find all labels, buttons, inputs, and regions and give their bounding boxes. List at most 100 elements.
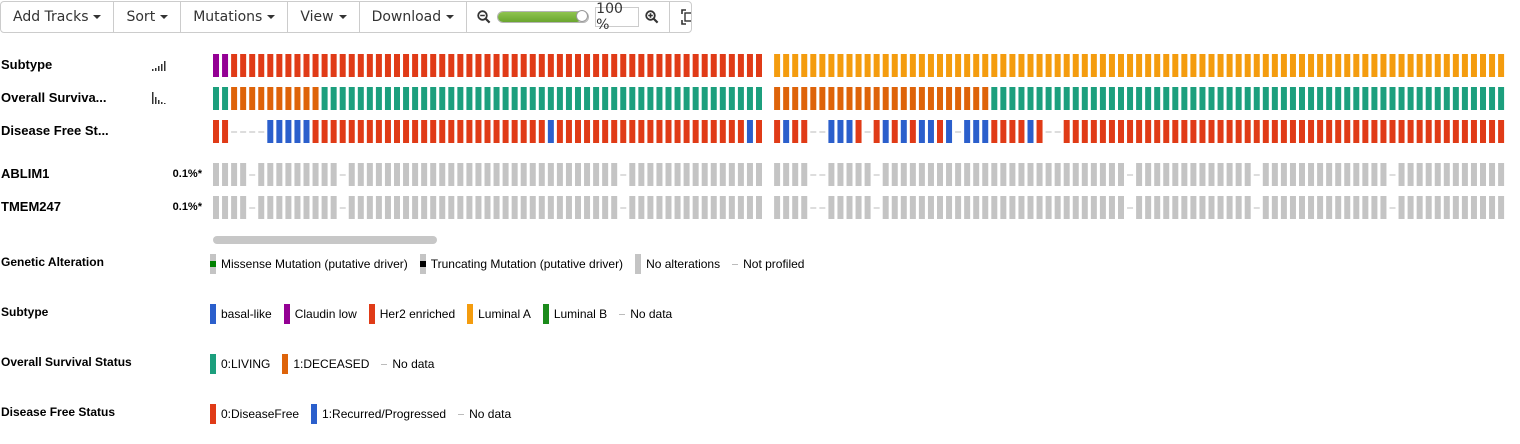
subtype-cell[interactable] [1118, 54, 1124, 77]
os-cell[interactable] [1335, 87, 1342, 110]
tmem247-cell-not-profiled[interactable] [819, 207, 826, 209]
dfs-cell[interactable] [276, 120, 283, 143]
ablim1-cell[interactable] [891, 163, 898, 186]
ablim1-cell[interactable] [746, 163, 753, 186]
subtype-cell[interactable] [475, 54, 482, 77]
tmem247-cell[interactable] [1172, 196, 1179, 219]
ablim1-cell[interactable] [575, 163, 581, 186]
os-cell[interactable] [1461, 87, 1468, 110]
os-cell[interactable] [330, 87, 337, 110]
os-cell[interactable] [1271, 87, 1278, 110]
dfs-cell[interactable] [493, 120, 500, 143]
dfs-cell[interactable] [421, 120, 428, 143]
ablim1-cell[interactable] [909, 163, 916, 186]
dfs-cell[interactable] [683, 120, 690, 143]
ablim1-cell[interactable] [855, 163, 862, 186]
tmem247-cell[interactable] [538, 196, 545, 219]
ablim1-cell[interactable] [520, 163, 527, 186]
subtype-cell[interactable] [593, 54, 600, 77]
os-cell[interactable] [1163, 87, 1170, 110]
ablim1-cell[interactable] [828, 163, 835, 186]
os-cell[interactable] [285, 87, 292, 110]
subtype-cell[interactable] [303, 54, 310, 77]
tmem247-cell[interactable] [719, 196, 726, 219]
dfs-cell[interactable] [746, 120, 753, 143]
tmem247-cell[interactable] [991, 196, 998, 219]
subtype-cell[interactable] [1353, 54, 1360, 77]
os-cell[interactable] [1353, 87, 1360, 110]
os-cell[interactable] [249, 87, 256, 110]
os-cell[interactable] [1063, 87, 1070, 110]
os-cell[interactable] [258, 87, 265, 110]
dfs-cell[interactable] [439, 120, 446, 143]
ablim1-cell[interactable] [1326, 163, 1333, 186]
subtype-cell[interactable] [1199, 54, 1206, 77]
ablim1-cell[interactable] [222, 163, 229, 186]
tmem247-cell[interactable] [964, 196, 971, 219]
tmem247-cell[interactable] [792, 196, 799, 219]
tmem247-cell[interactable] [1145, 196, 1152, 219]
os-cell[interactable] [1416, 87, 1423, 110]
subtype-cell[interactable] [439, 54, 446, 77]
subtype-cell[interactable] [1317, 54, 1324, 77]
tmem247-cell[interactable] [1217, 196, 1224, 219]
dfs-cell[interactable] [620, 120, 627, 143]
tmem247-cell[interactable] [213, 196, 219, 219]
dfs-cell[interactable] [1063, 120, 1070, 143]
tmem247-cell[interactable] [1317, 196, 1324, 219]
tmem247-cell[interactable] [1036, 196, 1043, 219]
os-cell[interactable] [1018, 87, 1025, 110]
os-cell[interactable] [647, 87, 654, 110]
tmem247-cell[interactable] [520, 196, 527, 219]
tmem247-cell[interactable] [466, 196, 473, 219]
os-cell[interactable] [819, 87, 826, 110]
ablim1-cell[interactable] [1000, 163, 1007, 186]
dfs-cell[interactable] [719, 120, 726, 143]
ablim1-cell[interactable] [1081, 163, 1088, 186]
os-cell[interactable] [430, 87, 437, 110]
dfs-cell[interactable] [611, 120, 618, 143]
os-cell[interactable] [321, 87, 328, 110]
dfs-cell[interactable] [602, 120, 609, 143]
subtype-cell[interactable] [240, 54, 247, 77]
dfs-cell[interactable] [873, 120, 880, 143]
tmem247-cell[interactable] [448, 196, 455, 219]
ablim1-cell[interactable] [1090, 163, 1097, 186]
os-cell[interactable] [1226, 87, 1233, 110]
dfs-cell[interactable] [1217, 120, 1224, 143]
os-cell[interactable] [448, 87, 455, 110]
dfs-cell[interactable] [1181, 120, 1188, 143]
ablim1-cell[interactable] [1099, 163, 1106, 186]
dfs-cell[interactable] [783, 120, 790, 143]
subtype-cell[interactable] [1380, 54, 1387, 77]
tmem247-cell[interactable] [547, 196, 554, 219]
os-cell[interactable] [1009, 87, 1016, 110]
ablim1-cell[interactable] [638, 163, 645, 186]
tmem247-cell[interactable] [1199, 196, 1206, 219]
tmem247-cell[interactable] [1181, 196, 1188, 219]
os-cell[interactable] [394, 87, 400, 110]
ablim1-cell[interactable] [783, 163, 790, 186]
dfs-cell[interactable] [502, 120, 509, 143]
ablim1-cell[interactable] [737, 163, 744, 186]
subtype-cell[interactable] [1425, 54, 1432, 77]
ablim1-cell[interactable] [1398, 163, 1405, 186]
subtype-cell[interactable] [1498, 54, 1505, 77]
os-cell[interactable] [529, 87, 536, 110]
subtype-cell[interactable] [1362, 54, 1369, 77]
subtype-cell[interactable] [1045, 54, 1052, 77]
fit-to-screen-button[interactable] [670, 2, 691, 32]
ablim1-cell[interactable] [629, 163, 636, 186]
dfs-cell[interactable] [918, 120, 925, 143]
os-cell[interactable] [982, 87, 989, 110]
tmem247-cell[interactable] [321, 196, 328, 219]
ablim1-cell[interactable] [1136, 163, 1143, 186]
dfs-cell[interactable] [1136, 120, 1143, 143]
tmem247-cell[interactable] [1380, 196, 1387, 219]
tmem247-cell[interactable] [375, 196, 382, 219]
tmem247-cell[interactable] [1054, 196, 1061, 219]
os-cell[interactable] [1326, 87, 1333, 110]
subtype-cell[interactable] [629, 54, 636, 77]
os-cell[interactable] [1398, 87, 1405, 110]
subtype-cell[interactable] [1009, 54, 1016, 77]
